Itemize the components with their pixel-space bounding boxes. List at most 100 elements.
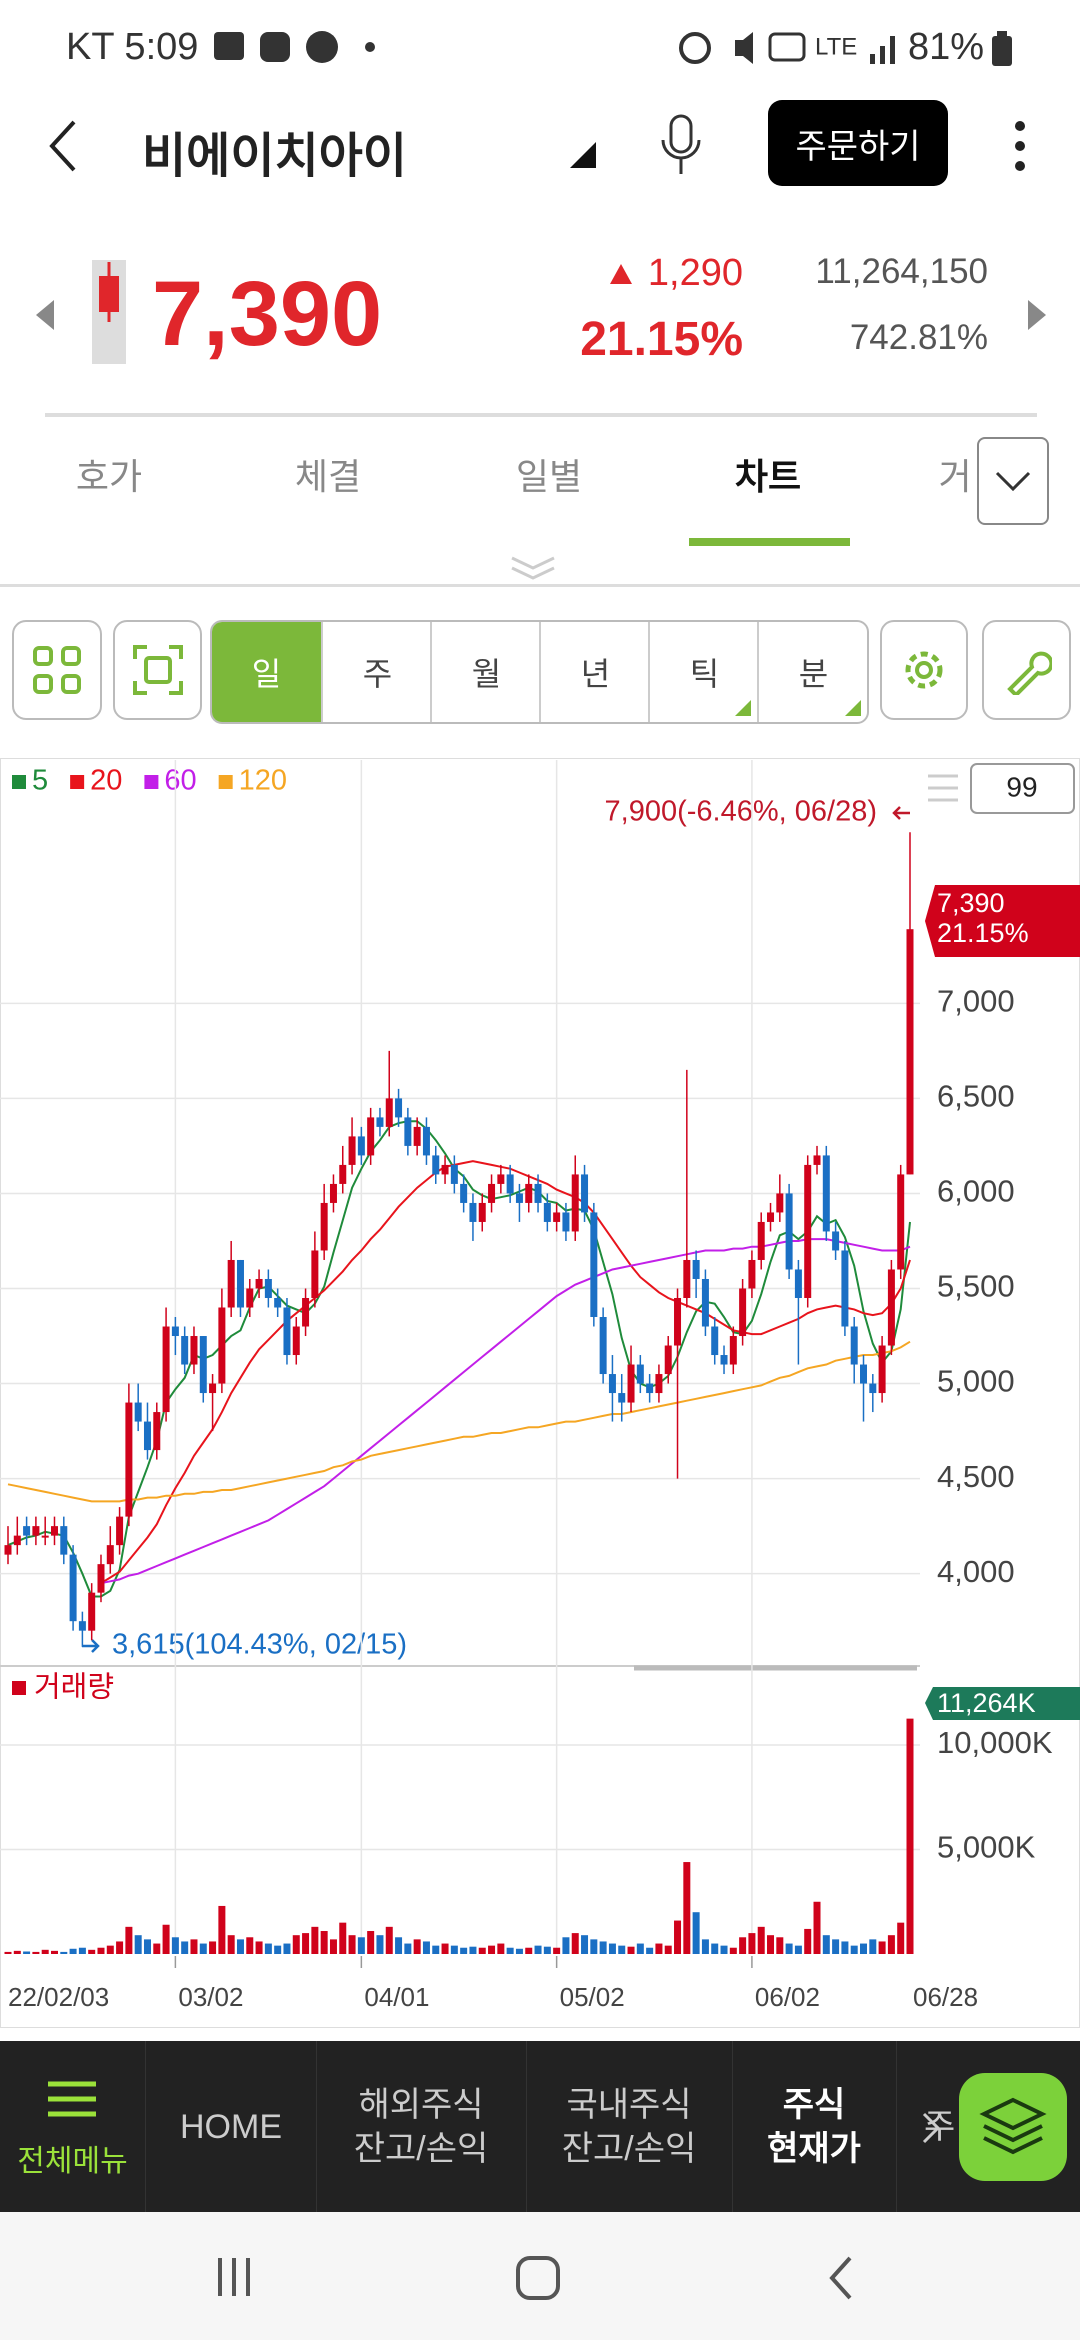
candle-body (739, 1288, 747, 1337)
nav-item[interactable]: HOME (146, 2041, 317, 2212)
prev-stock[interactable] (34, 298, 56, 332)
candle-body (283, 1307, 291, 1356)
nav-item[interactable]: 국내주식 잔고/손익 (526, 2041, 733, 2212)
nav-item[interactable]: 전체메뉴 (0, 2041, 146, 2212)
nav-label: 국내주식 (566, 2085, 692, 2124)
nav-scroll[interactable] (920, 2110, 944, 2146)
home-button[interactable] (514, 2254, 562, 2302)
tab[interactable]: 체결 (294, 456, 362, 497)
candle-body (794, 1269, 802, 1298)
menu-icon[interactable] (46, 2080, 98, 2120)
y-tick-label: 7,000 (937, 984, 1015, 1019)
ma-line (100, 1160, 911, 1585)
candle-body (608, 1374, 616, 1394)
candle-body (153, 1412, 161, 1451)
volume-bar (60, 1951, 68, 1954)
volume-bar (376, 1935, 384, 1954)
nav-item[interactable]: 주 (896, 2041, 956, 2212)
volume-bar (739, 1937, 747, 1954)
period[interactable]: 틱 (648, 622, 759, 722)
period[interactable]: 주 (321, 622, 432, 722)
tools-button[interactable] (982, 620, 1071, 720)
volume-bar (348, 1935, 356, 1954)
candle-body (887, 1269, 895, 1346)
fullscreen-button[interactable] (113, 620, 202, 720)
candle-body (627, 1364, 635, 1403)
last-volume-tag (925, 1687, 1080, 1720)
y-tick-label: 6,500 (937, 1079, 1015, 1114)
volume-bar (841, 1941, 849, 1954)
zoom-control[interactable] (928, 763, 1075, 814)
next-stock[interactable] (1026, 298, 1048, 332)
volume-bar (720, 1945, 728, 1954)
system-nav (0, 2212, 1080, 2340)
candle-body (246, 1288, 254, 1308)
volume-bar (209, 1941, 217, 1954)
volume-bar (822, 1935, 830, 1954)
y-tick-label: 6,000 (937, 1174, 1015, 1209)
tab[interactable]: 호가 (75, 456, 143, 497)
nav-item-active[interactable]: 주식 현재가 (732, 2041, 897, 2212)
volume-bar (367, 1931, 375, 1954)
period-option-mark (845, 700, 861, 716)
name-dropdown[interactable] (568, 140, 598, 170)
volume-bar (525, 1947, 533, 1954)
candle-body (88, 1592, 96, 1631)
tab-dropdown[interactable] (977, 437, 1049, 525)
period[interactable]: 월 (430, 622, 541, 722)
volume-bar (767, 1935, 775, 1954)
candle-body (590, 1212, 598, 1318)
candle-body (199, 1336, 207, 1394)
volume-bar (562, 1937, 570, 1954)
y-tick-label: 10,000K (937, 1725, 1053, 1760)
nav-label: 주식 (782, 2085, 846, 2124)
volume-bar (664, 1945, 672, 1954)
candle-body (897, 1174, 905, 1270)
tab[interactable]: 일별 (515, 456, 583, 497)
stock-name[interactable]: 비에이치아이 (142, 130, 407, 183)
layout-button[interactable] (12, 620, 102, 720)
candle-body (264, 1278, 272, 1298)
nav-item[interactable]: 해외주식 잔고/손익 (316, 2041, 527, 2212)
candle-body (50, 1526, 58, 1536)
back-nav[interactable] (826, 2254, 856, 2302)
more-menu[interactable] (1010, 118, 1030, 174)
legend-swatch (12, 775, 26, 789)
legend-label: 60 (164, 765, 196, 797)
period[interactable]: 분 (757, 622, 867, 722)
candle-body (860, 1364, 868, 1384)
volume-bar (422, 1941, 430, 1954)
volume-bar (106, 1945, 114, 1954)
y-tick-label: 4,500 (937, 1459, 1015, 1494)
candle-body (869, 1383, 877, 1394)
volume-bar (701, 1939, 709, 1954)
zoom-count[interactable]: 99 (1006, 771, 1037, 802)
order-button[interactable]: 주문하기 (768, 100, 948, 186)
volume-bar (450, 1945, 458, 1954)
tab[interactable]: 거 (938, 456, 972, 497)
volume-bar (646, 1947, 654, 1954)
candle-body (227, 1259, 235, 1308)
volume-bar (339, 1922, 347, 1954)
period[interactable]: 년 (539, 622, 650, 722)
expand-chevron[interactable] (508, 554, 558, 582)
volume-title: 거래량 (34, 1672, 114, 1704)
volume-bar (227, 1935, 235, 1954)
candle-body (339, 1164, 347, 1184)
candle-body (841, 1250, 849, 1327)
voice-search[interactable] (656, 112, 706, 178)
layers-button[interactable] (959, 2073, 1067, 2181)
candle-body (646, 1383, 654, 1394)
settings-button[interactable] (880, 620, 968, 720)
candle-body (767, 1212, 775, 1222)
back-button[interactable] (44, 118, 84, 174)
recent-apps[interactable] (214, 2256, 254, 2298)
candle-body (367, 1117, 375, 1156)
period-active[interactable]: 일 (212, 622, 321, 722)
volume-bar (785, 1943, 793, 1954)
volume-bar (125, 1926, 133, 1954)
volume-bar (311, 1926, 319, 1954)
candle-body (850, 1326, 858, 1365)
tab-active[interactable]: 차트 (734, 456, 802, 497)
volume-bar (608, 1943, 616, 1954)
